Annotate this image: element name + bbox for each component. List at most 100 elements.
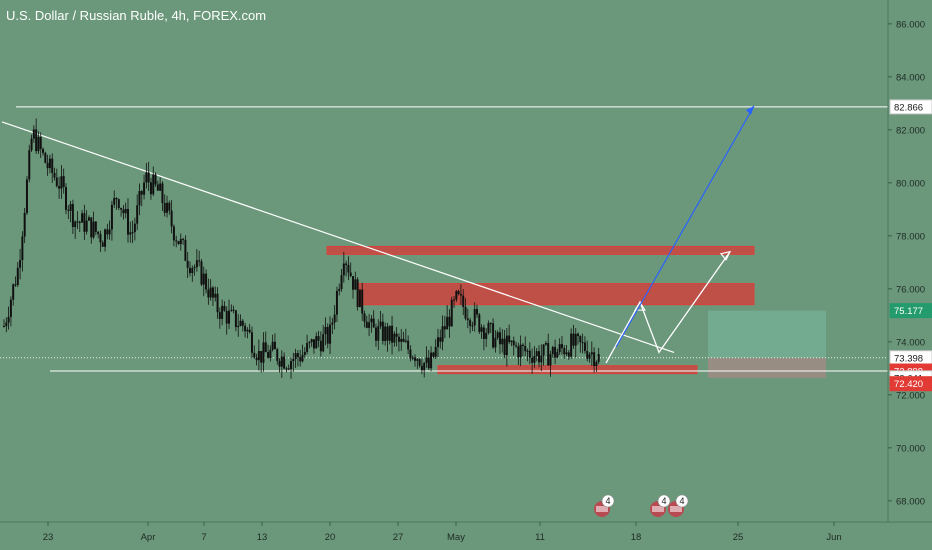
candle-body xyxy=(439,337,442,342)
current-price-tag: 73.398 xyxy=(894,353,923,364)
candle-body xyxy=(58,186,61,189)
event-count-badge xyxy=(657,494,671,508)
candle-body xyxy=(147,172,150,183)
candle-body xyxy=(143,182,146,195)
candle-body xyxy=(172,226,175,241)
candle-body xyxy=(184,239,187,261)
peak-arrowhead xyxy=(634,301,646,311)
time-tick-label: 7 xyxy=(201,532,206,543)
price-tick-label: 86.000 xyxy=(896,19,925,30)
price-axis[interactable]: 86.000 84.000 82.000 80.000 78.000 76.000 74.0… xyxy=(887,0,932,522)
candle-body xyxy=(92,221,95,238)
candle-body xyxy=(290,361,293,370)
candle-body xyxy=(333,314,336,323)
candle-body xyxy=(404,340,407,342)
candle-body xyxy=(570,333,573,357)
candle-body xyxy=(5,322,8,327)
candle-body xyxy=(230,309,233,311)
event-markers[interactable]: 4 4 4 xyxy=(594,494,689,517)
candle-body xyxy=(267,352,270,358)
candle-body xyxy=(110,204,113,230)
candle-body xyxy=(276,349,279,361)
candle-body xyxy=(540,355,543,363)
candle-body xyxy=(352,276,355,290)
candle-body xyxy=(149,182,152,195)
candle-body xyxy=(365,321,368,328)
candle-body xyxy=(441,326,444,342)
time-tick-label: 25 xyxy=(733,532,744,543)
zone-layer[interactable] xyxy=(326,245,826,378)
resistance-price-tag: 82.866 xyxy=(894,102,923,113)
price-candles xyxy=(3,118,600,379)
projection-layer[interactable] xyxy=(605,105,755,364)
time-tick-label: 11 xyxy=(535,532,545,543)
candle-body xyxy=(257,350,260,361)
candle-body xyxy=(487,323,490,333)
candle-body xyxy=(443,326,446,330)
candle-body xyxy=(315,336,318,349)
time-tick-label: 23 xyxy=(43,532,54,543)
candle-body xyxy=(120,207,123,210)
candle-body xyxy=(356,279,359,308)
candle-body xyxy=(524,345,527,352)
candle-body xyxy=(455,291,458,300)
candle-body xyxy=(418,359,421,366)
candle-body xyxy=(549,354,552,366)
candle-body xyxy=(471,325,474,327)
candle-body xyxy=(260,350,263,363)
candle-body xyxy=(407,340,410,350)
price-tick-label: 78.000 xyxy=(896,231,925,242)
candle-body xyxy=(69,204,72,211)
resistance-zone xyxy=(326,245,755,255)
candle-body xyxy=(250,332,253,353)
candle-body xyxy=(446,316,449,330)
candle-body xyxy=(248,329,251,333)
time-tick-label: 20 xyxy=(325,532,336,543)
candle-body xyxy=(581,342,584,344)
candle-body xyxy=(391,325,394,343)
price-tick-label: 70.000 xyxy=(896,443,925,454)
candle-body xyxy=(292,359,295,362)
candle-body xyxy=(420,365,423,371)
target-price-tag: 75.177 xyxy=(894,306,923,317)
candle-body xyxy=(517,346,520,358)
candle-body xyxy=(501,338,504,345)
time-tick-label: May xyxy=(447,532,465,543)
candle-body xyxy=(35,129,38,152)
candle-body xyxy=(9,299,12,318)
candle-body xyxy=(347,265,350,273)
candle-body xyxy=(448,316,451,327)
candle-body xyxy=(198,260,201,262)
candle-body xyxy=(78,221,81,223)
candle-body xyxy=(211,287,214,298)
candle-body xyxy=(218,312,221,319)
candle-body xyxy=(551,346,554,355)
candle-body xyxy=(255,357,258,361)
candle-body xyxy=(193,267,196,269)
candle-body xyxy=(271,341,274,350)
low-price-tag: 72.420 xyxy=(894,379,923,390)
candle-body xyxy=(19,260,22,268)
candle-body xyxy=(386,326,389,341)
candle-body xyxy=(39,137,42,149)
candle-body xyxy=(122,209,125,214)
candle-body xyxy=(269,349,272,358)
candle-body xyxy=(216,293,219,313)
candle-body xyxy=(466,318,469,321)
candle-body xyxy=(55,177,58,187)
candle-body xyxy=(342,263,345,276)
time-axis[interactable]: 23 Apr 7 13 20 27 May 11 18 25 Jun xyxy=(0,521,932,543)
candle-body xyxy=(14,284,17,286)
event-count-label: 4 xyxy=(661,496,666,506)
candle-body xyxy=(296,353,299,358)
candle-body xyxy=(528,350,531,358)
candle-body xyxy=(498,332,501,345)
candle-body xyxy=(588,354,591,359)
drawing-layer[interactable] xyxy=(0,106,888,372)
candle-body xyxy=(519,344,522,358)
candle-body xyxy=(457,291,460,294)
candle-body xyxy=(393,333,396,343)
candle-body xyxy=(590,352,593,355)
